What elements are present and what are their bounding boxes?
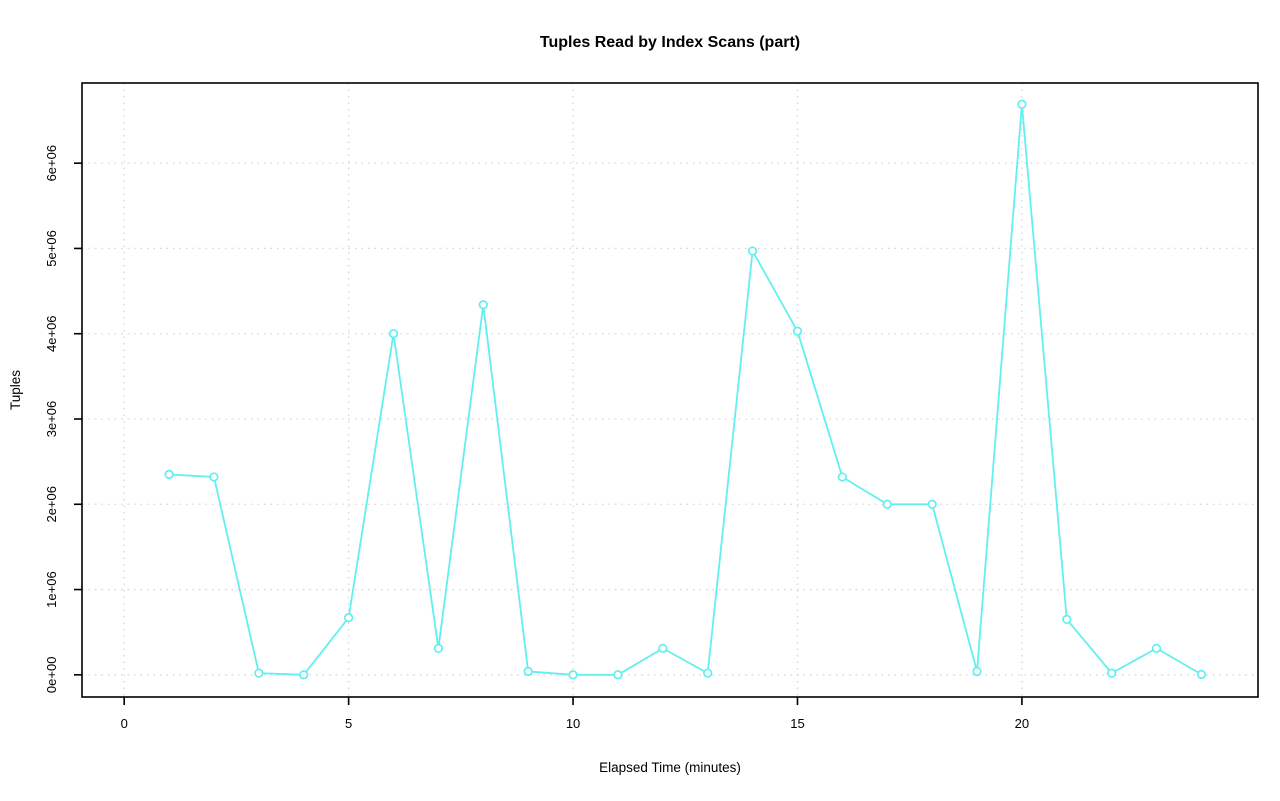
data-point xyxy=(837,472,848,482)
data-point xyxy=(613,670,623,680)
data-point xyxy=(343,613,354,623)
data-point xyxy=(882,499,892,509)
data-point xyxy=(1196,669,1207,680)
series-line xyxy=(168,103,1203,676)
data-point xyxy=(927,499,937,509)
y-tick-label: 5e+06 xyxy=(44,230,59,267)
grid-layer xyxy=(82,83,1258,697)
data-point xyxy=(209,472,219,482)
data-point xyxy=(792,326,803,336)
data-point xyxy=(1151,643,1162,654)
data-point xyxy=(433,643,444,654)
data-point xyxy=(568,670,578,680)
data-point xyxy=(164,469,174,480)
y-tick-label: 4e+06 xyxy=(44,315,59,352)
series-layer xyxy=(164,99,1207,680)
data-point xyxy=(747,246,758,256)
data-point xyxy=(1107,668,1117,678)
y-tick-label: 2e+06 xyxy=(44,486,59,523)
x-tick-label: 15 xyxy=(790,716,804,731)
axes-layer: 0 5 10 15 20 0e+00 1e+06 2e+06 3e+06 4e+06 5e+06 6e… xyxy=(44,82,1259,731)
x-tick-label: 10 xyxy=(566,716,580,731)
y-tick-label: 6e+06 xyxy=(44,145,59,182)
x-tick-label: 0 xyxy=(121,716,128,731)
x-axis-label: Elapsed Time (minutes) xyxy=(599,760,741,775)
data-point xyxy=(299,670,309,680)
y-tick-label: 3e+06 xyxy=(44,401,59,438)
data-point xyxy=(523,666,533,677)
data-point xyxy=(972,666,982,677)
data-point xyxy=(254,668,264,678)
data-point xyxy=(658,643,668,654)
y-tick-label: 1e+06 xyxy=(44,571,59,608)
y-axis-label: Tuples xyxy=(8,370,23,410)
data-point xyxy=(1017,99,1027,109)
plot-box xyxy=(81,82,1259,698)
x-tick-label: 20 xyxy=(1015,716,1029,731)
chart-title: Tuples Read by Index Scans (part) xyxy=(540,34,800,51)
y-tick-label: 0e+00 xyxy=(44,657,59,694)
data-point xyxy=(478,300,488,310)
data-point xyxy=(1062,614,1072,625)
data-point xyxy=(388,329,399,339)
x-tick-label: 5 xyxy=(345,716,352,731)
data-point xyxy=(703,668,713,678)
